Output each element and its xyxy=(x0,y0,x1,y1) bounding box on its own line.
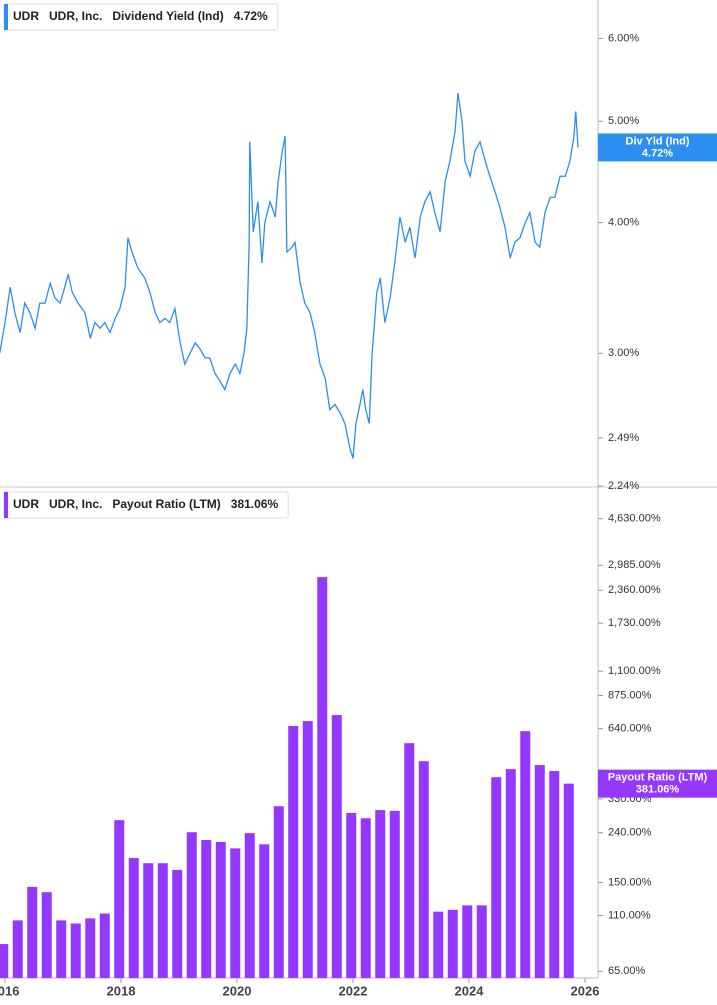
bar xyxy=(418,761,429,978)
y-tick-label: 640.00% xyxy=(608,723,652,735)
bar xyxy=(259,844,270,978)
legend-series-name: Dividend Yield (Ind) xyxy=(112,9,223,23)
bar xyxy=(346,812,357,978)
bar xyxy=(201,840,212,978)
x-tick-label: 2022 xyxy=(339,983,368,998)
y-tick-label: 4.00% xyxy=(608,217,639,229)
bar xyxy=(549,771,560,978)
bar xyxy=(0,944,9,978)
bar xyxy=(70,923,81,978)
value-tag-value: 4.72% xyxy=(642,147,673,159)
y-tick-label: 4,630.00% xyxy=(608,513,661,525)
x-tick-label: 2026 xyxy=(571,983,600,998)
legend-value: 381.06% xyxy=(231,497,279,511)
y-tick-label: 110.00% xyxy=(608,909,651,921)
bar xyxy=(404,743,415,978)
legend-company: UDR, Inc. xyxy=(49,497,102,511)
bar xyxy=(288,726,299,978)
bar xyxy=(157,863,168,978)
y-tick-label: 2,360.00% xyxy=(608,584,661,596)
y-tick-label: 1,730.00% xyxy=(608,617,661,629)
legend-series-name: Payout Ratio (LTM) xyxy=(112,497,220,511)
legend-ticker: UDR xyxy=(13,9,39,23)
x-tick-label: 2024 xyxy=(455,983,485,998)
bar xyxy=(375,810,386,978)
legend-swatch xyxy=(4,492,8,518)
bar xyxy=(302,721,313,978)
bar xyxy=(317,577,328,978)
value-tag-value: 381.06% xyxy=(636,784,680,796)
value-tag xyxy=(598,769,717,798)
bar xyxy=(505,769,516,978)
y-tick-label: 240.00% xyxy=(608,827,652,839)
bar xyxy=(12,920,23,978)
bar xyxy=(172,869,183,978)
bar xyxy=(433,911,444,978)
legend: UDR UDR, Inc. Dividend Yield (Ind) 4.72% xyxy=(3,3,279,31)
y-tick-label: 1,100.00% xyxy=(608,665,661,677)
x-tick-label: 2016 xyxy=(0,983,19,998)
line xyxy=(0,92,579,459)
bar xyxy=(27,886,38,978)
bar xyxy=(520,731,531,978)
legend-company: UDR, Inc. xyxy=(49,9,102,23)
bar xyxy=(41,892,52,978)
x-tick-label: 2020 xyxy=(223,983,252,998)
bar xyxy=(462,905,473,978)
bar xyxy=(128,858,139,978)
bar xyxy=(114,820,125,978)
bar xyxy=(360,818,371,978)
y-tick-label: 2.24% xyxy=(608,480,639,492)
value-tag xyxy=(598,133,717,162)
legend-swatch xyxy=(4,4,8,30)
bar xyxy=(491,777,502,978)
value-tag-name: Payout Ratio (LTM) xyxy=(608,772,708,784)
bar xyxy=(143,863,154,978)
y-tick-label: 6.00% xyxy=(608,32,639,44)
x-tick-label: 2018 xyxy=(107,983,136,998)
y-tick-label: 150.00% xyxy=(608,876,652,888)
bar xyxy=(534,765,545,978)
bar xyxy=(447,909,458,978)
bar xyxy=(99,913,110,978)
legend-value: 4.72% xyxy=(234,9,268,23)
value-tag-name: Div Yld (Ind) xyxy=(626,135,690,147)
legend: UDR UDR, Inc. Payout Ratio (LTM) 381.06% xyxy=(3,491,289,519)
bar xyxy=(85,918,96,978)
bar xyxy=(230,848,241,978)
y-tick-label: 5.00% xyxy=(608,115,639,127)
bar xyxy=(563,783,574,978)
bar xyxy=(244,833,255,978)
y-tick-label: 875.00% xyxy=(608,689,652,701)
y-tick-label: 2,985.00% xyxy=(608,559,661,571)
bar xyxy=(186,832,197,978)
y-tick-label: 2.49% xyxy=(608,432,639,444)
y-tick-label: 65.00% xyxy=(608,965,646,977)
y-tick-label: 3.00% xyxy=(608,347,639,359)
bar xyxy=(476,905,487,978)
bar xyxy=(389,810,400,978)
bar xyxy=(331,715,342,978)
bar xyxy=(215,841,226,978)
bar xyxy=(273,806,284,978)
legend-ticker: UDR xyxy=(13,497,39,511)
bar xyxy=(56,920,67,978)
